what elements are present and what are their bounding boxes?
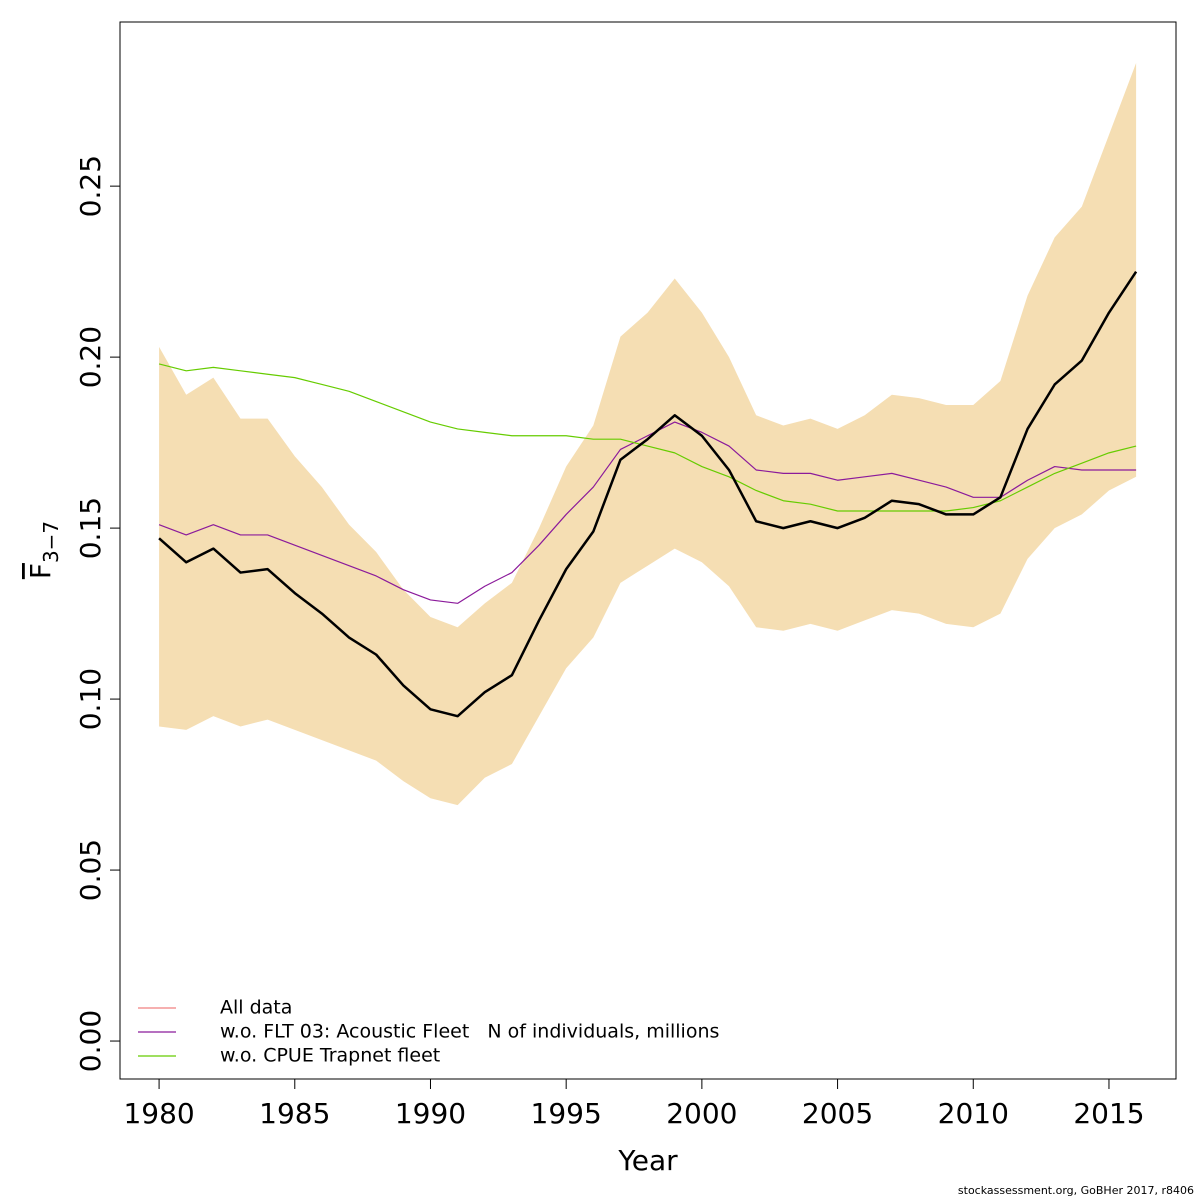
y-tick-label: 0.20 — [74, 326, 107, 388]
x-tick-label: 2005 — [802, 1097, 873, 1130]
y-tick-label: 0.15 — [74, 497, 107, 559]
y-label-main: F — [24, 563, 57, 579]
legend-label: w.o. CPUE Trapnet fleet — [220, 1045, 440, 1067]
x-tick-label: 1990 — [395, 1097, 466, 1130]
y-tick-label: 0.00 — [74, 1010, 107, 1072]
estimate-line — [158, 270, 1138, 718]
confidence-band — [159, 63, 1137, 806]
legend-label: All data — [220, 997, 292, 1019]
x-tick-label: 1985 — [259, 1097, 330, 1130]
x-tick-label: 1995 — [531, 1097, 602, 1130]
x-tick-label: 2015 — [1073, 1097, 1144, 1130]
y-axis-label: F3−7 — [24, 521, 63, 579]
y-label-subscript: 3−7 — [39, 521, 63, 563]
y-tick-label: 0.25 — [74, 155, 107, 217]
x-axis-label: Year — [617, 1144, 678, 1177]
legend-label: w.o. FLT 03: Acoustic Fleet N of individ… — [220, 1021, 719, 1043]
x-tick-label: 2000 — [666, 1097, 737, 1130]
y-tick-label: 0.10 — [74, 668, 107, 730]
x-tick-label: 2010 — [938, 1097, 1009, 1130]
y-tick-label: 0.05 — [74, 839, 107, 901]
x-tick-label: 1980 — [123, 1097, 194, 1130]
footer: stockassessment.org, GoBHer 2017, r8406 — [958, 1184, 1194, 1197]
series-line — [158, 363, 1137, 512]
series-line — [158, 421, 1137, 604]
